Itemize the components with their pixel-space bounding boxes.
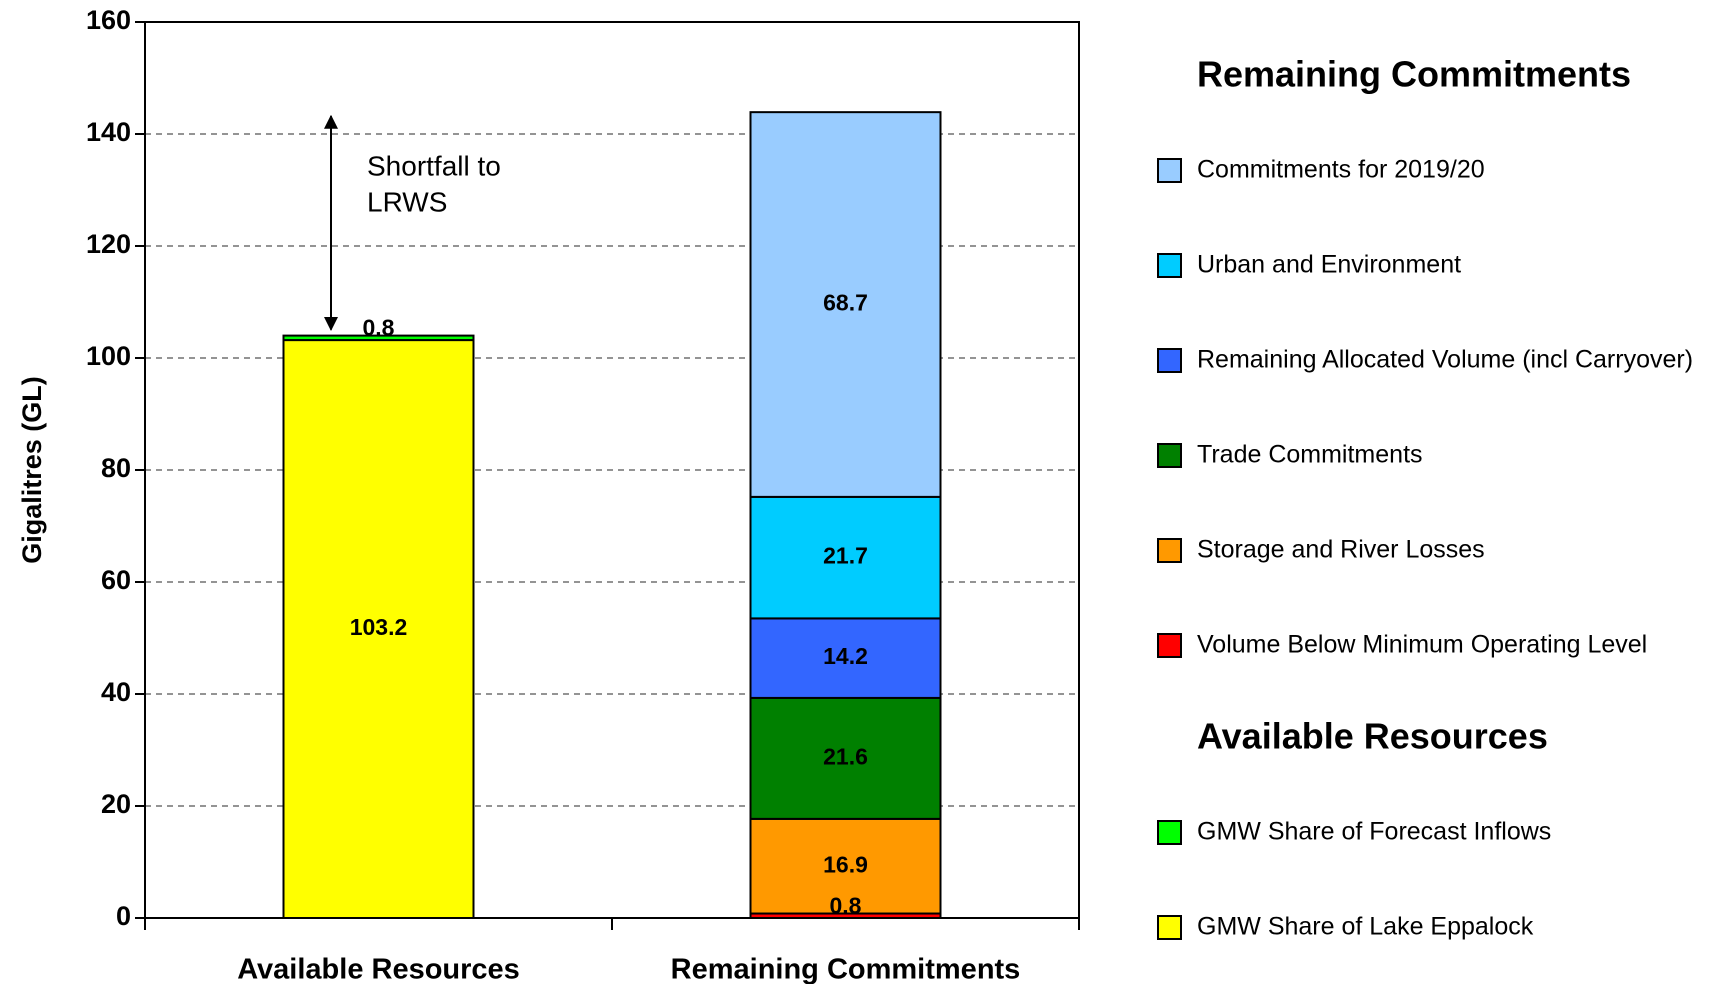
annotation: Shortfall to bbox=[367, 150, 501, 181]
data-label: 16.9 bbox=[823, 851, 868, 877]
legend-label: Remaining Allocated Volume (incl Carryov… bbox=[1197, 346, 1693, 374]
legend-swatch bbox=[1157, 538, 1182, 563]
data-label: 21.6 bbox=[823, 743, 868, 769]
bar-segment bbox=[749, 817, 942, 915]
bar-segment bbox=[749, 111, 942, 498]
legend-label: Urban and Environment bbox=[1197, 251, 1461, 279]
legend-swatch bbox=[1157, 633, 1182, 658]
data-label: 0.8 bbox=[830, 893, 862, 919]
legend-swatch bbox=[1157, 443, 1182, 468]
y-tick-label: 120 bbox=[86, 229, 131, 259]
data-label: 0.8 bbox=[363, 315, 395, 341]
data-label: 68.7 bbox=[823, 290, 868, 316]
legend-label: Volume Below Minimum Operating Level bbox=[1197, 631, 1647, 659]
y-tick-label: 0 bbox=[116, 901, 131, 931]
bar-segment bbox=[749, 617, 942, 699]
legend-swatch bbox=[1157, 348, 1182, 373]
y-tick-label: 160 bbox=[86, 5, 131, 35]
legend-heading: Available Resources bbox=[1197, 716, 1548, 757]
legend-heading: Remaining Commitments bbox=[1197, 54, 1631, 95]
y-tick-label: 40 bbox=[101, 677, 131, 707]
legend-label: Commitments for 2019/20 bbox=[1197, 156, 1485, 184]
legend-swatch bbox=[1157, 915, 1182, 940]
y-tick-label: 80 bbox=[101, 453, 131, 483]
legend-label: Trade Commitments bbox=[1197, 441, 1423, 469]
bar-segment bbox=[749, 696, 942, 820]
legend-swatch bbox=[1157, 158, 1182, 183]
legend-swatch bbox=[1157, 820, 1182, 845]
bar-segment bbox=[282, 334, 475, 342]
legend-swatch bbox=[1157, 253, 1182, 278]
y-tick-label: 140 bbox=[86, 117, 131, 147]
data-label: 103.2 bbox=[350, 614, 408, 640]
legend-label: GMW Share of Lake Eppalock bbox=[1197, 913, 1534, 941]
y-tick-label: 60 bbox=[101, 565, 131, 595]
data-label: 14.2 bbox=[823, 643, 868, 669]
x-tick-label: Remaining Commitments bbox=[671, 954, 1021, 984]
annotation: LRWS bbox=[367, 186, 447, 217]
y-tick-label: 20 bbox=[101, 789, 131, 819]
x-tick-label: Available Resources bbox=[237, 954, 520, 984]
legend-label: GMW Share of Forecast Inflows bbox=[1197, 818, 1551, 846]
bar-segment bbox=[749, 495, 942, 620]
legend-label: Storage and River Losses bbox=[1197, 536, 1485, 564]
data-label: 21.7 bbox=[823, 543, 868, 569]
y-axis-title: Gigalitres (GL) bbox=[17, 376, 47, 564]
y-tick-label: 100 bbox=[86, 341, 131, 371]
